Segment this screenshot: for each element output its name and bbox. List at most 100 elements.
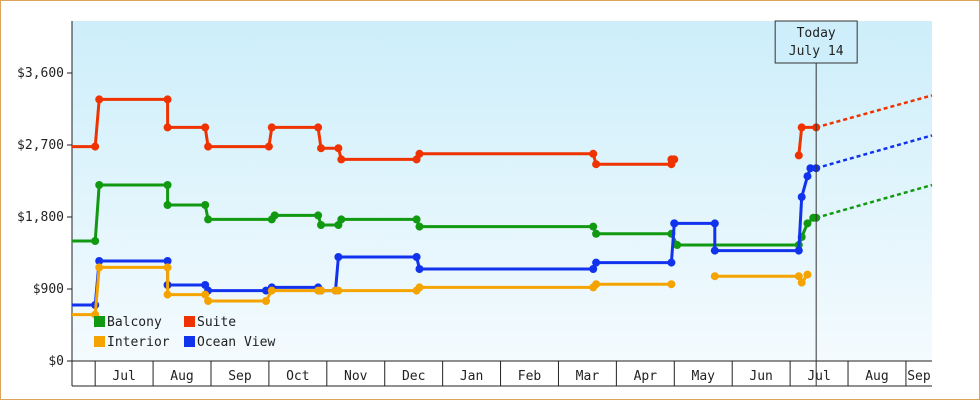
ocean-point [667,258,676,267]
suite-point [317,144,326,153]
ocean-projection [815,134,933,170]
balcony-point [270,211,279,220]
suite-point [163,95,172,104]
interior-point [592,280,601,289]
x-tick-label: Aug [170,369,193,384]
ocean-point [670,219,679,228]
suite-point [264,142,273,151]
balcony-point [163,201,172,209]
x-tick-label: Jun [749,369,772,384]
suite-point [91,142,100,151]
x-tick-label: Nov [344,369,368,384]
interior-point [262,297,271,305]
ocean-point [415,265,424,273]
balcony-point [95,181,104,189]
legend-label: Ocean View [197,335,275,350]
x-tick-label: Feb [518,369,542,384]
suite-point [794,151,803,160]
today-label: Today [797,26,836,41]
suite-point [589,149,598,158]
series-layer [72,94,933,319]
ocean-point [710,219,719,228]
suite-projection [815,94,933,129]
interior-line [72,265,672,317]
suite-point [337,155,346,164]
balcony-point [412,215,421,224]
x-tick-label: Jul [807,369,830,384]
legend-swatch [94,316,105,327]
ocean-point [589,265,598,273]
x-tick-label: Sep [907,369,931,384]
y-tick-label: $3,600 [17,66,64,81]
suite-point [267,123,276,132]
legend-label: Suite [197,315,236,330]
balcony-point [91,237,100,245]
interior-point [334,286,343,295]
y-axis: $0 $900 $1,800 $2,700 $3,600 [17,21,73,386]
ocean-point [412,253,421,261]
suite-point [204,142,213,151]
interior-point [201,290,210,299]
x-tick-label: Mar [576,369,600,384]
x-tick-label: May [692,369,716,384]
balcony-point [317,221,326,229]
x-tick-label: Jul [112,369,135,384]
interior-point [415,283,424,292]
suite-point [201,123,210,132]
y-tick-label: $2,700 [17,138,64,153]
balcony-point [314,211,323,220]
ocean-point [163,257,172,265]
x-tick-label: Oct [286,369,309,384]
interior-point [803,270,812,279]
suite-point [592,160,601,169]
today-marker: Today July 14 [774,20,858,386]
balcony-point [592,229,601,238]
ocean-point [710,246,719,255]
suite-point [797,123,806,132]
ocean-point [806,164,815,173]
x-tick-label: Jan [460,369,483,384]
suite-point [670,155,679,164]
legend-label: Interior [107,335,170,350]
interior-point [163,290,172,299]
legend-swatch [184,336,195,347]
ocean-point [95,257,104,265]
x-axis: Jul Aug Sep Oct Nov Dec Jan Feb Mar Apr May Jun Jul A… [72,360,932,387]
interior-point [797,278,806,287]
interior-point [794,272,803,281]
y-tick-label: $0 [48,354,64,369]
balcony-point [589,222,598,231]
interior-point [710,272,719,281]
legend-swatch [184,316,195,327]
balcony-projection [815,183,933,220]
x-tick-label: Aug [865,369,888,384]
suite-point [314,123,323,132]
x-tick-label: Sep [228,369,252,384]
interior-point [667,280,676,289]
balcony-point [163,181,172,189]
today-date: July 14 [789,44,844,59]
interior-point [317,286,326,295]
balcony-point [204,215,213,224]
ocean-point [803,172,812,181]
y-tick-label: $900 [33,282,64,297]
ocean-point [794,246,803,255]
plot-area [72,21,932,361]
suite-point [95,95,104,104]
ocean-point [334,253,343,261]
suite-point [415,149,424,158]
interior-point [163,263,172,272]
legend-label: Balcony [107,315,162,330]
balcony-point [201,201,210,209]
ocean-point [592,258,601,267]
balcony-point [337,215,346,224]
balcony-point [673,241,682,249]
x-tick-label: Dec [402,369,425,384]
balcony-point [803,219,812,228]
suite-point [163,123,172,132]
ocean-point [797,193,806,201]
x-tick-label: Apr [634,369,658,384]
today-box [774,20,858,64]
interior-point [267,286,276,295]
